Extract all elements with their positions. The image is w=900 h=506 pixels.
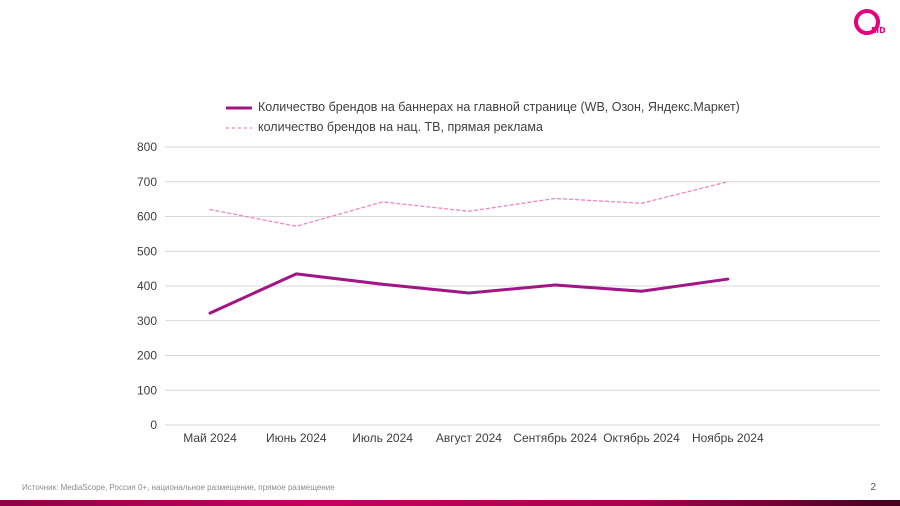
legend-label: Количество брендов на баннерах на главно… [258,100,740,114]
omd-logo-svg: ᴍᴅ [854,9,885,36]
x-axis-tick-label: Август 2024 [436,431,502,445]
x-axis-tick-label: Октябрь 2024 [603,431,680,445]
y-axis-tick-label: 300 [137,314,157,328]
bottom-brand-stripe [0,500,900,506]
legend-item: количество брендов на нац. ТВ, прямая ре… [226,120,740,135]
line-chart: 0 100 200 300 400 500 600 700 800 Май 2024 Июнь 20… [120,138,890,458]
line-chart-svg: 0 100 200 300 400 500 600 700 800 Май 2024 Июнь 20… [137,140,880,445]
legend-label: количество брендов на нац. ТВ, прямая ре… [258,120,543,134]
series-line-tv [209,181,729,227]
y-axis-tick-label: 400 [137,279,157,293]
y-axis-tick-label: 0 [150,418,157,432]
y-axis-tick-label: 500 [137,244,157,258]
y-axis-tick-label: 800 [137,140,157,154]
x-axis-tick-label: Май 2024 [183,431,237,445]
page-number: 2 [870,482,876,493]
chart-legend: Количество брендов на баннерах на главно… [226,100,740,135]
source-note: Источник: MediaScope, Россия 0+, национа… [22,483,335,492]
x-axis-tick-label: Ноябрь 2024 [692,431,764,445]
x-axis-tick-label: Сентябрь 2024 [513,431,597,445]
legend-dashed-line-icon [226,126,252,129]
y-axis-tick-label: 700 [137,175,157,189]
x-axis-tick-label: Июнь 2024 [266,431,327,445]
legend-item: Количество брендов на баннерах на главно… [226,100,740,115]
y-axis-tick-label: 100 [137,383,157,397]
y-axis-tick-label: 600 [137,210,157,224]
x-axis-tick-label: Июль 2024 [352,431,413,445]
omd-logo-icon: ᴍᴅ [852,8,886,40]
series-line-banners [208,272,730,315]
legend-solid-line-icon [226,106,252,109]
y-axis-tick-label: 200 [137,349,157,363]
svg-text:ᴍᴅ: ᴍᴅ [871,24,885,36]
